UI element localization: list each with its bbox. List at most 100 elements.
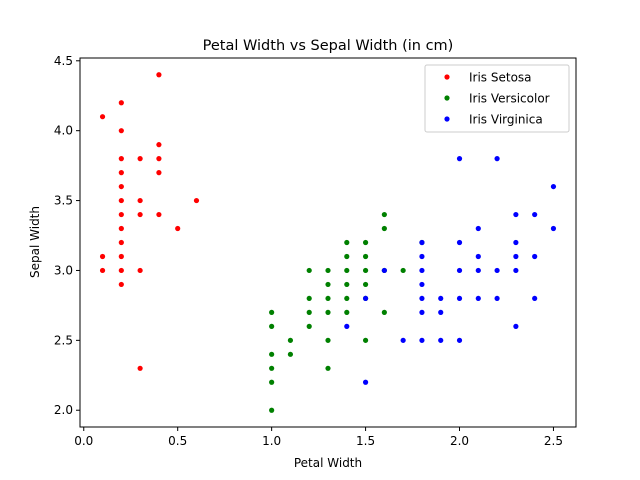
data-point-series-2 [456, 267, 463, 274]
y-tick-label: 2.0 [54, 403, 73, 417]
x-tick-label: 1.5 [356, 434, 375, 448]
data-point-series-1 [269, 351, 275, 357]
data-point-series-2 [494, 267, 500, 274]
data-point-series-1 [344, 253, 350, 260]
data-point-series-2 [362, 379, 369, 385]
data-point-series-0 [118, 197, 124, 204]
data-point-series-2 [456, 295, 463, 302]
y-tick-label: 2.5 [54, 333, 73, 347]
legend-marker [444, 95, 450, 101]
data-point-series-0 [99, 267, 106, 274]
data-point-series-2 [475, 225, 481, 232]
data-point-series-2 [513, 253, 519, 260]
data-point-series-1 [325, 267, 331, 274]
x-tick-label: 0.5 [168, 434, 187, 448]
data-point-series-1 [269, 309, 275, 315]
data-point-series-0 [137, 267, 143, 274]
data-point-series-1 [362, 337, 369, 343]
data-point-series-2 [456, 156, 463, 162]
data-point-series-2 [344, 323, 350, 329]
x-tick-label: 2.5 [544, 434, 563, 448]
data-point-series-1 [362, 281, 369, 288]
plot-frame [79, 57, 577, 428]
x-axis-label: Petal Width [294, 456, 362, 470]
data-point-series-0 [193, 197, 200, 204]
data-point-series-1 [306, 295, 312, 302]
data-point-series-2 [456, 239, 463, 246]
data-point-series-0 [156, 170, 162, 176]
data-point-series-2 [513, 239, 519, 246]
data-point-series-2 [456, 337, 463, 343]
data-point-series-2 [513, 323, 519, 329]
data-point-series-1 [381, 309, 387, 315]
data-point-series-1 [344, 281, 350, 288]
legend-label: Iris Virginica [469, 113, 543, 127]
x-tick-label: 1.0 [262, 434, 281, 448]
data-point-series-0 [156, 156, 162, 162]
legend-marker [444, 116, 450, 122]
data-point-series-2 [475, 295, 481, 302]
data-point-series-0 [137, 365, 143, 371]
legend-label: Iris Setosa [469, 71, 532, 85]
y-axis-label: Sepal Width [28, 206, 42, 278]
legend: Iris Setosa Iris Versicolor Iris Virginica [424, 64, 570, 133]
data-point-series-0 [118, 253, 124, 260]
data-point-series-1 [325, 365, 331, 371]
data-point-series-2 [419, 295, 425, 302]
data-point-series-1 [325, 281, 331, 288]
y-tick-label: 4.5 [54, 54, 73, 68]
data-point-series-2 [419, 281, 425, 288]
data-point-series-0 [156, 211, 162, 218]
data-point-series-1 [381, 225, 387, 232]
data-point-series-2 [419, 337, 425, 343]
data-point-series-0 [118, 183, 124, 190]
data-point-series-1 [287, 351, 294, 357]
data-point-series-1 [325, 337, 331, 343]
data-point-series-1 [381, 211, 387, 218]
data-point-series-2 [438, 337, 444, 343]
data-point-series-1 [306, 323, 312, 329]
data-point-series-2 [513, 211, 519, 218]
data-point-series-0 [99, 253, 106, 260]
data-point-series-2 [381, 267, 387, 274]
data-point-series-1 [325, 295, 331, 302]
data-point-series-2 [532, 295, 538, 302]
data-point-series-1 [344, 267, 350, 274]
axes-layer: 0.0 0.5 1.0 1.5 2.0 2.5 2.0 2.5 3.0 3.5 4.0 4.5 [54, 54, 563, 448]
data-point-series-2 [438, 295, 444, 302]
data-point-series-0 [118, 267, 124, 274]
y-tick-label: 4.0 [54, 124, 73, 138]
x-tick-label: 2.0 [450, 434, 469, 448]
data-point-series-0 [118, 170, 124, 176]
chart-title: Petal Width vs Sepal Width (in cm) [203, 38, 454, 54]
data-point-series-0 [118, 100, 124, 106]
x-tick-label: 0.0 [74, 434, 93, 448]
y-tick-label: 3.5 [54, 194, 73, 208]
data-point-series-1 [362, 253, 369, 260]
data-point-series-2 [532, 253, 538, 260]
data-point-series-2 [419, 239, 425, 246]
data-point-series-0 [118, 225, 124, 232]
data-point-series-1 [269, 323, 275, 329]
data-point-series-1 [325, 309, 331, 315]
data-point-series-2 [494, 295, 500, 302]
data-point-series-2 [550, 225, 557, 232]
data-point-series-0 [118, 156, 124, 162]
data-point-series-0 [99, 114, 106, 120]
data-point-series-0 [118, 281, 124, 288]
data-point-series-1 [306, 267, 312, 274]
data-point-series-1 [344, 295, 350, 302]
data-point-series-1 [362, 267, 369, 274]
data-point-series-0 [156, 142, 162, 148]
data-point-series-1 [306, 309, 312, 315]
data-point-series-1 [362, 239, 369, 246]
data-point-series-0 [137, 197, 143, 204]
data-point-series-1 [269, 365, 275, 371]
legend-box [424, 64, 570, 133]
data-point-series-1 [400, 267, 406, 274]
data-point-series-0 [118, 211, 124, 218]
data-point-series-0 [156, 72, 162, 78]
data-point-series-2 [550, 183, 557, 190]
data-point-series-0 [118, 128, 124, 134]
